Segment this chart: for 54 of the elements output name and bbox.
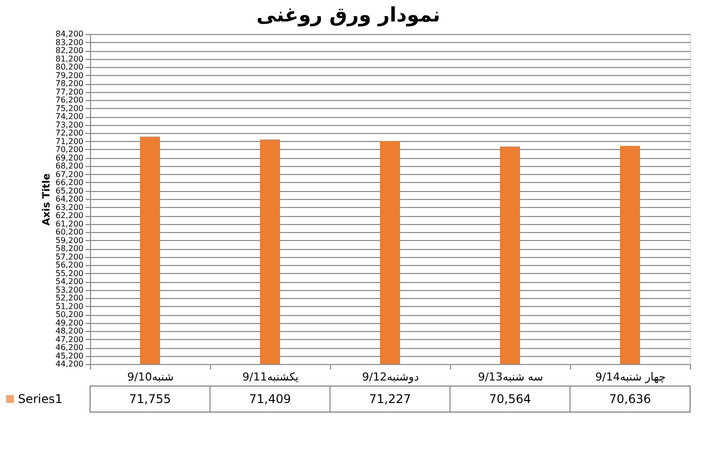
data-label: 70,636	[609, 392, 651, 406]
y-tick-label: 57,200	[56, 252, 84, 262]
y-tick-label: 59,200	[56, 236, 84, 245]
data-label: 70,564	[489, 392, 531, 406]
y-tick-label: 54,200	[56, 277, 84, 286]
y-tick-label: 62,200	[56, 211, 84, 220]
x-tick-label: 9/14چهار شنبه	[595, 370, 666, 384]
y-tick-label: 74,200	[56, 112, 84, 121]
y-tick-label: 70,200	[56, 145, 84, 154]
y-tick-label: 78,200	[56, 79, 84, 88]
y-tick-label: 58,200	[56, 244, 84, 253]
y-tick-label: 73,200	[56, 120, 84, 130]
x-tick-label: 9/12دوشنبه	[362, 370, 419, 384]
y-tick-label: 63,200	[56, 202, 84, 212]
y-tick-label: 51,200	[56, 302, 84, 311]
y-tick-label: 76,200	[56, 96, 84, 104]
y-tick-label: 44,200	[56, 360, 84, 368]
y-tick-label: 82,200	[56, 46, 84, 55]
chart-title: نمودار ورق روغنی	[256, 2, 440, 26]
x-tick-label: 9/11یکشنبه	[242, 370, 299, 384]
y-tick-label: 50,200	[56, 310, 84, 319]
y-tick-label: 47,200	[56, 334, 84, 344]
y-tick-label: 83,200	[56, 38, 84, 47]
y-tick-label: 71,200	[56, 136, 84, 146]
y-tick-label: 52,200	[56, 294, 84, 302]
y-axis-title: Axis Title	[42, 173, 53, 226]
y-tick-label: 66,200	[56, 178, 84, 187]
y-tick-label: 84,200	[56, 30, 84, 38]
y-tick-label: 75,200	[56, 104, 84, 113]
y-tick-label: 69,200	[56, 153, 84, 162]
x-tick-label: 9/10شنبه	[127, 370, 174, 384]
y-tick-label: 48,200	[56, 326, 84, 336]
y-tick-label: 45,200	[56, 351, 84, 360]
y-tick-label: 79,200	[56, 70, 84, 80]
legend-label: Series1	[18, 392, 63, 406]
x-tick-label: 9/13سه شنبه	[478, 370, 544, 384]
y-tick-label: 60,200	[56, 228, 84, 236]
y-tick-label: 46,200	[56, 343, 84, 352]
data-label: 71,755	[129, 392, 171, 406]
y-tick-label: 65,200	[56, 186, 84, 196]
y-tick-label: 49,200	[56, 318, 84, 328]
data-label: 71,227	[369, 392, 411, 406]
y-tick-label: 56,200	[56, 260, 84, 270]
y-tick-label: 80,200	[56, 62, 84, 72]
y-tick-label: 68,200	[56, 162, 84, 170]
y-tick-label: 81,200	[56, 54, 84, 64]
y-tick-label: 77,200	[56, 87, 84, 96]
y-tick-label: 55,200	[56, 268, 84, 278]
y-tick-label: 61,200	[56, 219, 84, 228]
y-tick-label: 64,200	[56, 194, 84, 204]
y-tick-label: 67,200	[56, 170, 84, 179]
y-tick-label: 72,200	[56, 128, 84, 138]
y-tick-label: 53,200	[56, 285, 84, 294]
data-label: 71,409	[249, 392, 291, 406]
